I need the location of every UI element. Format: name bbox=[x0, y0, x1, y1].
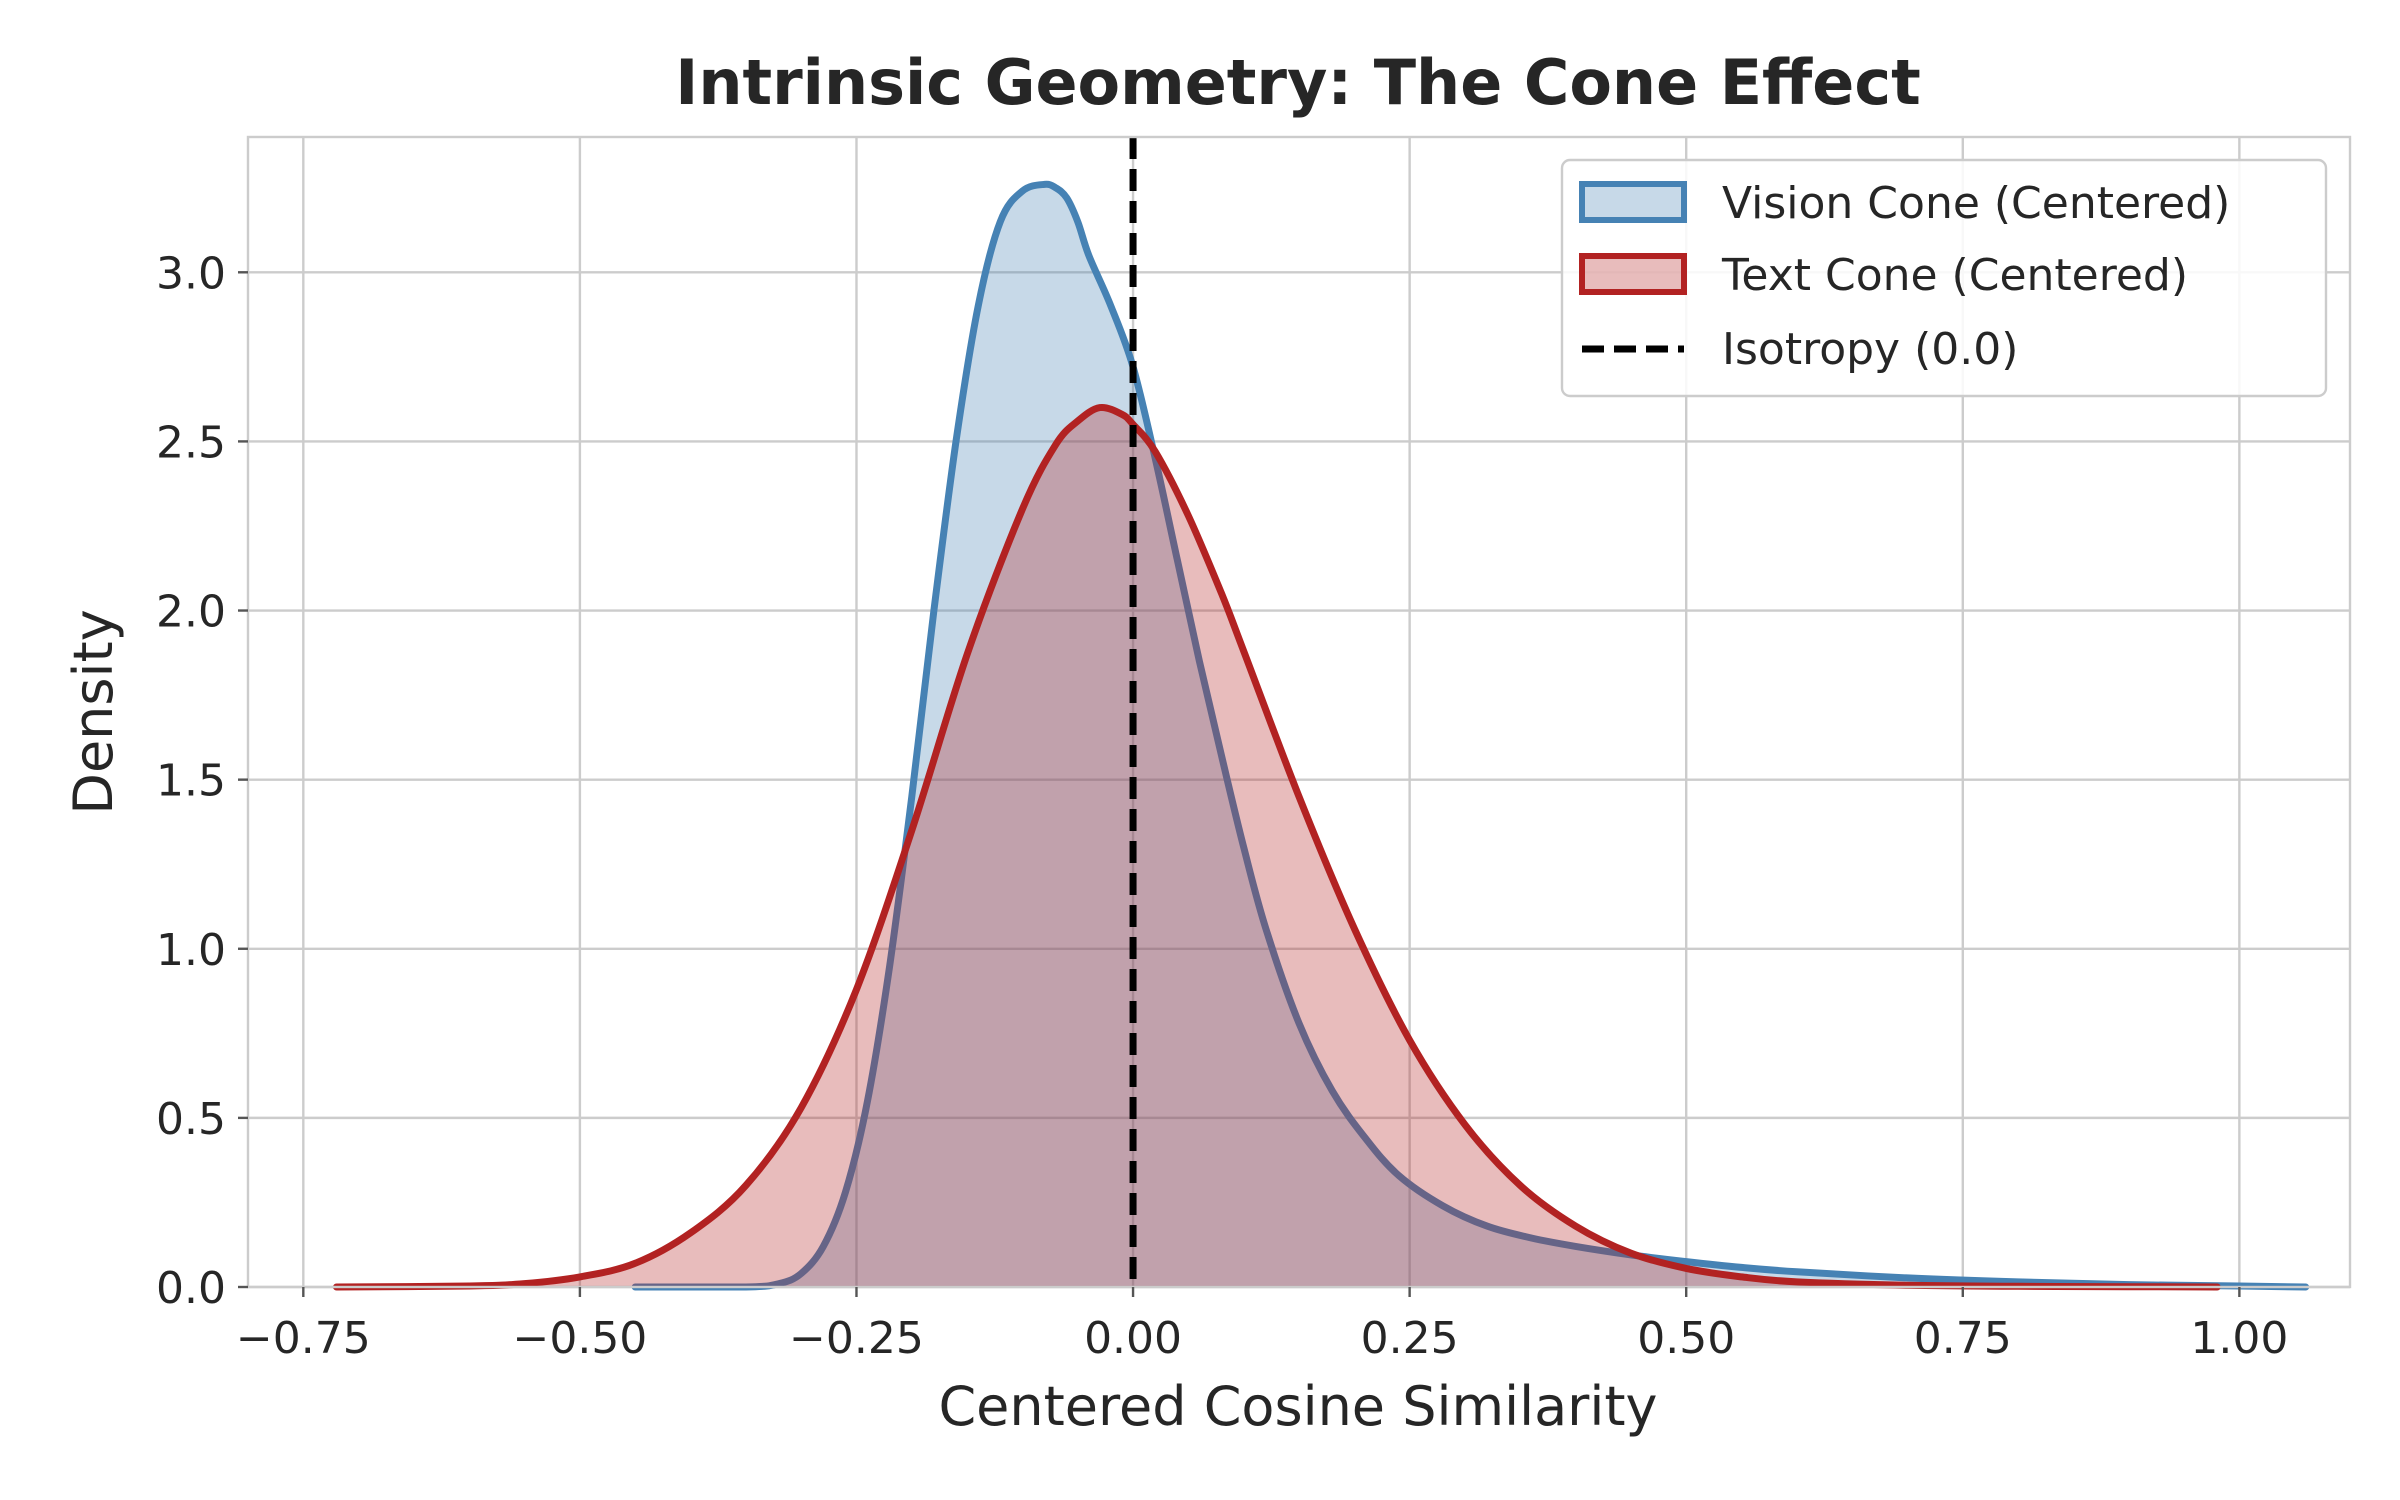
y-tick-label: 0.5 bbox=[156, 1094, 226, 1145]
legend-swatch-vision bbox=[1579, 181, 1687, 223]
y-tick-label: 2.0 bbox=[156, 587, 226, 638]
y-tick-label: 3.0 bbox=[156, 248, 226, 299]
density-line-vision bbox=[631, 180, 2310, 1291]
x-tick-label: 0.75 bbox=[1914, 1313, 2012, 1364]
x-axis-label: Centered Cosine Similarity bbox=[938, 1375, 1657, 1438]
y-tick-label: 1.5 bbox=[156, 756, 226, 807]
density-line-text bbox=[333, 403, 2221, 1291]
y-tick-label: 1.0 bbox=[156, 925, 226, 976]
area-vision bbox=[635, 184, 2306, 1287]
legend-swatch-text bbox=[1579, 253, 1687, 295]
series-layer bbox=[333, 180, 2310, 1291]
x-tick-label: −0.75 bbox=[236, 1313, 371, 1364]
y-tick-label: 2.5 bbox=[156, 417, 226, 468]
x-tick-label: 1.00 bbox=[2190, 1313, 2288, 1364]
y-axis-label: Density bbox=[62, 609, 125, 814]
area-text bbox=[336, 407, 2218, 1288]
legend-frame bbox=[1560, 158, 2328, 398]
y-tick-label: 0.0 bbox=[156, 1263, 226, 1314]
legend-label-vision: Vision Cone (Centered) bbox=[1722, 178, 2230, 229]
legend-label-text: Text Cone (Centered) bbox=[1721, 250, 2188, 301]
plot-frame bbox=[246, 135, 2352, 1289]
x-tick-label: 0.50 bbox=[1637, 1313, 1735, 1364]
legend-label-isotropy: Isotropy (0.0) bbox=[1722, 324, 2018, 375]
legend: Vision Cone (Centered) Text Cone (Center… bbox=[1560, 158, 2328, 398]
x-tick-label: 0.00 bbox=[1084, 1313, 1182, 1364]
y-axis-ticks: 0.0 0.5 1.0 1.5 2.0 2.5 3.0 bbox=[156, 248, 248, 1314]
x-tick-label: −0.25 bbox=[789, 1313, 924, 1364]
chart-title: Intrinsic Geometry: The Cone Effect bbox=[675, 46, 1920, 119]
x-tick-label: 0.25 bbox=[1361, 1313, 1459, 1364]
x-axis-ticks: −0.75 −0.50 −0.25 0.00 0.25 0.50 0.75 1.00 bbox=[236, 1287, 2288, 1364]
x-tick-label: −0.50 bbox=[512, 1313, 647, 1364]
